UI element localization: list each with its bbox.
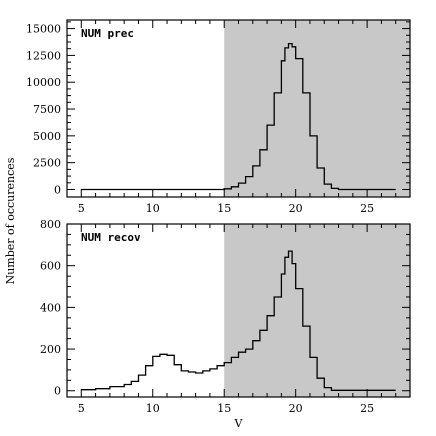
panel-top: 5 10 15 20 25 0 2500 5000 7500 10000 12500 15000 NUM…: [26, 19, 411, 215]
top-x-tick-label: 15: [217, 202, 231, 215]
bottom-x-tick-label: 20: [289, 402, 303, 415]
top-x-tick-label: 20: [289, 202, 303, 215]
bottom-y-tick-label: 400: [40, 301, 61, 314]
top-shaded-region: [224, 20, 410, 197]
top-histogram-line: [81, 42, 396, 191]
bottom-y-tick-label: 200: [40, 343, 61, 356]
top-y-tick-label: 2500: [33, 157, 61, 170]
bottom-panel-label: NUM recov: [81, 231, 141, 244]
top-x-tick-label: 10: [146, 202, 160, 215]
bottom-x-tick-label: 5: [78, 402, 85, 415]
top-y-tick-label: 5000: [33, 130, 61, 143]
top-x-tick-label: 5: [78, 202, 85, 215]
top-y-tick-label: 15000: [26, 23, 61, 36]
bottom-x-tick-label: 25: [360, 402, 374, 415]
bottom-y-tick-label: 600: [40, 260, 61, 273]
top-y-tick-label: 10000: [26, 76, 61, 89]
panel-bottom: 5 10 15 20 25 0 200 400 600 800 NUM recov V: [40, 218, 411, 430]
bottom-y-tick-label: 800: [40, 218, 61, 231]
bottom-x-tick-label: 10: [146, 402, 160, 415]
top-y-tick-label: 12500: [26, 49, 61, 62]
bottom-x-tick-label: 15: [217, 402, 231, 415]
top-x-tick-label: 25: [360, 202, 374, 215]
top-panel-label: NUM prec: [81, 27, 134, 40]
top-y-tick-label: 7500: [33, 103, 61, 116]
y-axis-title: Number of occurences: [4, 157, 17, 284]
bottom-histogram-line: [81, 250, 396, 391]
bottom-y-tick-label: 0: [54, 385, 61, 398]
x-axis-title: V: [234, 417, 244, 430]
top-y-tick-label: 0: [54, 183, 61, 196]
